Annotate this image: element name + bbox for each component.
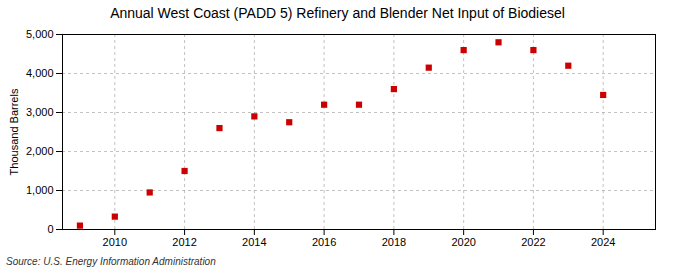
svg-text:2016: 2016 (312, 236, 336, 248)
svg-text:2020: 2020 (451, 236, 475, 248)
svg-text:5,000: 5,000 (26, 28, 54, 40)
svg-text:2012: 2012 (172, 236, 196, 248)
svg-text:0: 0 (47, 223, 53, 235)
svg-text:Thousand Barrels: Thousand Barrels (8, 88, 20, 175)
svg-text:3,000: 3,000 (26, 106, 54, 118)
html-text:Annual West Coast (PADD 5) Ref: Annual West Coast (PADD 5) Refinery and … (110, 5, 565, 21)
svg-text:2010: 2010 (103, 236, 127, 248)
svg-text:2024: 2024 (591, 236, 615, 248)
svg-text:2018: 2018 (382, 236, 406, 248)
svg-text:4,000: 4,000 (26, 67, 54, 79)
svg-text:2014: 2014 (242, 236, 266, 248)
svg-text:1,000: 1,000 (26, 184, 54, 196)
svg-text:2,000: 2,000 (26, 145, 54, 157)
svg-text:2022: 2022 (521, 236, 545, 248)
html-text:Source: U.S. Energy Informatio: Source: U.S. Energy Information Administ… (6, 256, 216, 267)
